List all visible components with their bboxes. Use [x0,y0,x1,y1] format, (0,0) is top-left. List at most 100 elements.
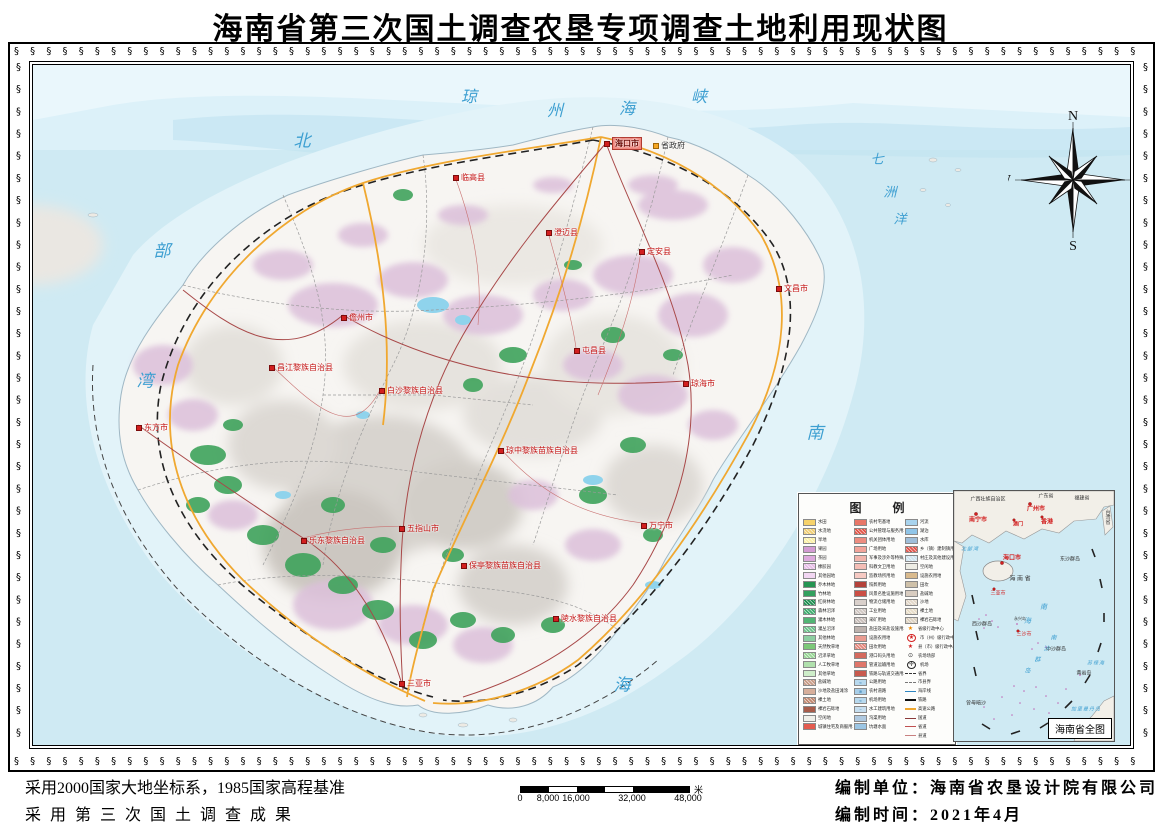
scale-segment [549,787,577,792]
legend-item: 村庄及其他建设用地 [905,554,955,563]
legend-swatch [854,518,867,526]
legend-label: 红树林地 [818,599,836,605]
legend-item: 人工牧草地 [803,660,853,669]
legend-symbol-item: ✛ 机场 [905,660,955,669]
legend-label: 监教场所用地 [869,572,895,578]
legend-swatch [803,607,816,615]
legend-swatch [905,581,918,589]
provincial-roads [270,176,644,539]
line-sample [905,735,916,737]
legend-swatch [854,625,867,633]
city-dot-icon [553,615,559,622]
legend-label: 采矿用地 [869,617,887,623]
legend-item: 采矿用地 [854,616,904,625]
legend-swatch [854,634,867,642]
legend-item: 天然牧草地 [803,642,853,651]
inset-label: 广西壮族自治区 [970,496,1006,503]
scale-tick: 0 [517,793,523,803]
legend-label: 盐碱地 [920,590,933,596]
scale-segment [633,787,689,792]
inset-label: 台湾省 [1104,509,1111,525]
sea-label: 洲 [883,184,899,200]
inset-label: 南 [1050,635,1058,642]
inset-city-dots [974,502,1044,633]
sea-label: 海 [613,675,633,695]
county-boundaries [137,126,749,631]
line-sample [905,717,916,719]
农场场部-icon: ⊙ [907,652,914,659]
inset-taiwan [1101,505,1114,536]
sea-label: 海 [618,101,638,118]
legend-item: 空闲地 [905,562,955,571]
inset-label: 南 [1040,604,1048,611]
scale-segment [577,787,605,792]
省级行政中心-icon: ★ [907,626,914,633]
inset-label: 沙 [1043,646,1051,653]
hainan-map [33,65,1130,745]
inset-label: 福建省 [1074,495,1090,502]
legend-label: 灌丛沼泽 [818,626,836,632]
legend-swatch [803,616,816,624]
legend-label: 海岸线 [918,688,931,694]
legend-label: 市县界 [918,679,931,685]
legend-item: 设施农用地 [905,571,955,580]
legend-label: 果园 [818,546,827,552]
reservoirs [275,297,661,589]
legend-line-item: 铁路 [905,696,955,705]
legend-item: 物流仓储用地 [854,598,904,607]
legend-label: 工业用地 [869,608,887,614]
ornamental-frame: § § § § § § § § § § § § § § § § § § § § … [8,42,1155,772]
legend-line-item: 国道 [905,714,955,723]
legend-label: 水库 [920,537,929,543]
legend-swatch [854,598,867,606]
farmland-patches [133,175,763,663]
legend-swatch [905,598,918,606]
islets [87,157,962,728]
legend-label: 空闲地 [818,715,831,721]
datum-line1: 采用2000国家大地坐标系，1985国家高程基准 [25,780,346,797]
市（州）级行政中心-icon: ★ [907,634,916,643]
city-dot-icon [683,380,689,387]
border-pattern-right: § § § § § § § § § § § § § § § § § § § § … [1138,62,1152,750]
legend-label: 田坎用地 [869,643,887,649]
legend-symbol-item: ★ 县（市）级行政中心 [905,642,955,651]
legend-label: 县道 [918,732,927,738]
legend-label: 其他林地 [818,635,836,641]
legend-label: 军事及涉外等特殊用地 [869,555,904,560]
legend-swatch [803,536,816,544]
legend-swatch [803,723,816,731]
legend-swatch [905,616,918,624]
legend-label: 省级行政中心 [918,626,944,632]
legend-item: 森林沼泽 [803,607,853,616]
sea-label: 湾 [136,371,156,391]
legend-item: 裸岩石砾地 [803,705,853,714]
strait-shallows [33,65,1130,120]
compass-star [1015,122,1130,238]
legend-item: 工业用地 [854,607,904,616]
city-label: 万宁市 [649,521,673,530]
legend-swatch [854,723,867,731]
inset-label: 岛 [1024,668,1032,675]
legend-swatch [803,696,816,704]
legend-item: 科教文卫用地 [854,562,904,571]
legend-swatch [803,687,816,695]
city-marker: 昌江黎族自治县 [269,362,333,373]
legend-label: 竹林地 [818,590,831,596]
legend-item: 盐碱地 [905,589,955,598]
legend-label: 沼泽草地 [818,652,836,658]
legend-item: 风景名胜设施用地 [854,589,904,598]
legend-label: 高速公路 [918,706,936,712]
legend-item: 盐碱地 [803,678,853,687]
inset-label: 海 [1024,618,1032,625]
inset-label: 北部湾 [960,546,980,553]
city-label: 乐东黎族自治县 [309,536,365,545]
city-marker: 陵水黎族自治县 [553,613,617,624]
expressway [169,136,783,705]
legend-symbol-item: ★ 市（州）级行政中心 [905,634,955,643]
inset-mainland [954,491,1114,544]
city-label: 陵水黎族自治县 [561,614,617,623]
legend-item: 乡（镇）建制镇用地 [905,545,955,554]
legend-label: 乔木林地 [818,581,836,587]
legend-item: 田坎 [905,580,955,589]
